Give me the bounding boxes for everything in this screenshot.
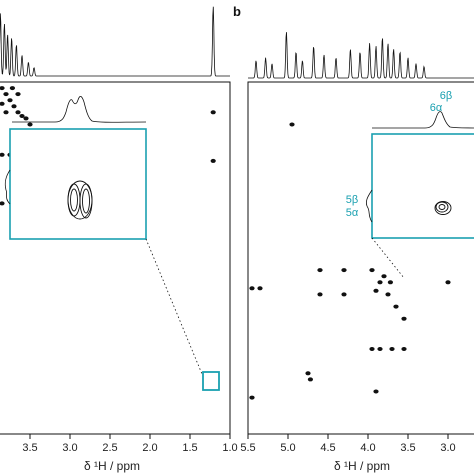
panel-a-x-tick-label-2: 2.5 [102, 442, 117, 454]
panel-b-inset-box [371, 133, 474, 239]
panel-b-contour-peak-18 [401, 347, 407, 351]
panel-a-contour-peak-9 [3, 110, 9, 115]
panel-a-plot-frame [0, 81, 231, 435]
panel-b-zoom-connector [371, 237, 405, 279]
panel-a-contour-peak-8 [9, 86, 15, 91]
panel-a-inset-contours [67, 180, 93, 220]
panel-b-contour-peak-14 [341, 292, 347, 297]
panel-a-contour-peak-0 [0, 86, 5, 91]
panel-b-plot-frame [247, 81, 474, 435]
panel-a-zoom-connector [145, 238, 203, 375]
panel-a-x-tick-label-5: 1.0 [222, 442, 237, 454]
panel-b-contour-peak-2 [377, 280, 383, 285]
panel-a-highlight-box [202, 371, 220, 391]
panel-b-contour-peak-21 [249, 395, 255, 400]
panel-a-inset-box [9, 128, 147, 240]
panel-b-contour-peak-15 [369, 347, 375, 351]
panel-a-contour-peak-2 [7, 98, 13, 103]
panel-b: b 6β 6α 5β 5α 5.5 5.0 4.5 4.0 3.5 3.0 δ ¹H / … [233, 4, 474, 473]
panel-a-x-tick-label-4: 1.5 [182, 442, 197, 454]
panel-a-x-tick-label-0: 3.5 [22, 442, 37, 454]
panel-b-contour-peak-22 [373, 389, 379, 394]
panel-b-inset-label-5alpha: 5α [346, 207, 359, 219]
panel-a-contour-peak-19 [210, 158, 216, 163]
panel-a-contour-peak-13 [0, 152, 5, 157]
panel-b-inset-label-5beta: 5β [346, 194, 358, 206]
panel-b-inset-contours [434, 201, 452, 215]
panel-b-contour-peak-0 [289, 122, 295, 127]
panel-b-contour-peak-19 [305, 371, 311, 376]
panel-a-x-axis-label: δ ¹H / ppm [84, 459, 140, 473]
panel-b-projection-trace [248, 32, 474, 79]
panel-b-label: b [233, 4, 241, 19]
panel-b-contour-peak-4 [393, 304, 399, 309]
panel-b-contour-peak-12 [317, 268, 323, 273]
panel-b-inset-left-projection [365, 189, 373, 223]
panel-b-contour-peak-6 [373, 288, 379, 293]
panel-b-x-tick-label-3: 4.0 [360, 442, 375, 454]
panel-b-contour-peak-8 [387, 280, 393, 285]
panel-b-inset-label-6alpha: 6α [430, 102, 443, 114]
panel-a-contour-peak-10 [15, 92, 21, 97]
panel-b-contour-peak-11 [317, 292, 323, 297]
panel-a-x-tick-label-3: 2.0 [142, 442, 157, 454]
panel-b-x-tick-label-1: 5.0 [280, 442, 295, 454]
panel-b-contour-peaks [249, 122, 451, 400]
panel-a-contour-peak-12 [27, 122, 33, 127]
panel-a-contour-peak-3 [11, 104, 17, 109]
panel-b-contour-peak-23 [445, 280, 451, 285]
panel-b-contour-peak-10 [257, 286, 263, 291]
panel-a-contour-peak-18 [210, 110, 216, 115]
panel-b-contour-peak-16 [377, 347, 383, 351]
panel-a-contour-peak-7 [0, 101, 5, 106]
panel-b-inset-top-projection [372, 111, 474, 129]
panel-b-x-tick-label-0: 5.5 [240, 442, 255, 454]
panel-b-contour-peak-1 [369, 268, 375, 273]
panel-a: 3.5 3.0 2.5 2.0 1.5 1.0 δ ¹H / ppm [0, 6, 238, 473]
panel-a-contour-peak-6 [23, 116, 29, 121]
panel-b-contour-peak-20 [307, 377, 313, 382]
panel-b-contour-peak-5 [401, 316, 407, 321]
panel-a-contour-peak-1 [3, 92, 9, 97]
panel-b-contour-peak-13 [341, 268, 347, 273]
panel-b-x-ticks: 5.5 5.0 4.5 4.0 3.5 3.0 [240, 434, 456, 454]
panel-a-contour-peak-16 [0, 201, 5, 206]
panel-b-x-tick-label-2: 4.5 [320, 442, 335, 454]
panel-a-inset-left-projection [4, 169, 11, 205]
panel-b-x-tick-label-5: 3.0 [440, 442, 455, 454]
panel-b-inset-label-6beta: 6β [440, 90, 452, 102]
panel-b-contour-peak-7 [381, 274, 387, 279]
panel-b-contour-peak-3 [385, 292, 391, 297]
panel-a-x-ticks: 3.5 3.0 2.5 2.0 1.5 1.0 [22, 434, 238, 454]
panel-b-contour-peak-9 [249, 286, 255, 291]
panel-b-x-tick-label-4: 3.5 [400, 442, 415, 454]
panel-a-contour-peak-4 [15, 110, 21, 115]
panel-a-projection-trace [0, 6, 230, 77]
panel-a-contour-peak-5 [19, 114, 25, 118]
panel-a-x-tick-label-1: 3.0 [62, 442, 77, 454]
panel-a-inset-top-projection [12, 96, 147, 123]
panel-b-x-axis-label: δ ¹H / ppm [334, 459, 390, 473]
panel-b-contour-peak-17 [389, 347, 395, 351]
